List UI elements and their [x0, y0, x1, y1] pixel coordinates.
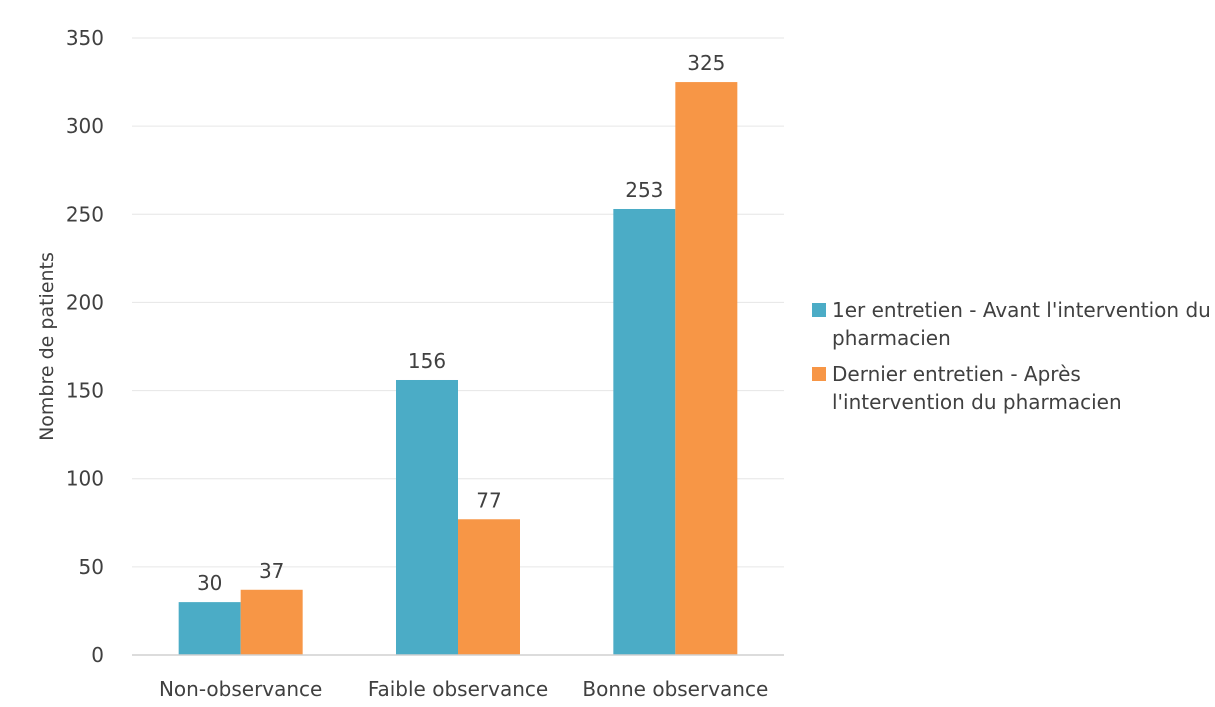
legend-label: Dernier entretien - Après l'intervention…	[832, 362, 1122, 414]
y-axis-ticks: 0 50 100 150 200 250 300 350	[66, 26, 104, 667]
bar-2-bonne-observance	[675, 82, 738, 656]
data-label: 30	[197, 571, 222, 595]
data-label: 253	[625, 178, 663, 202]
bar-1-faible-observance	[396, 379, 458, 655]
y-axis-title: Nombre de patients	[36, 252, 58, 441]
data-label: 156	[408, 349, 446, 373]
y-tick-label: 200	[66, 290, 104, 314]
x-axis-categories: Non-observance Faible observance Bonne obs…	[159, 677, 768, 701]
y-tick-label: 350	[66, 26, 104, 50]
y-tick-label: 250	[66, 202, 104, 226]
x-category-label: Bonne observance	[582, 677, 768, 701]
data-label: 325	[687, 51, 725, 75]
legend-item-series-1: 1er entretien - Avant l'intervention du …	[812, 296, 1212, 352]
y-tick-label: 300	[66, 114, 104, 138]
legend: 1er entretien - Avant l'intervention du …	[812, 296, 1212, 424]
data-label: 37	[259, 559, 284, 583]
x-category-label: Faible observance	[368, 677, 548, 701]
legend-label: 1er entretien - Avant l'intervention du …	[832, 298, 1211, 350]
data-labels: 30 37 156 77 253 325	[197, 51, 725, 595]
bar-2-faible-observance	[458, 519, 520, 655]
bar-1-bonne-observance	[613, 208, 676, 656]
bar-1-non-observance	[178, 602, 241, 655]
bar-2-non-observance	[240, 589, 303, 655]
legend-swatch	[812, 367, 826, 381]
y-tick-label: 150	[66, 379, 104, 403]
y-tick-label: 100	[66, 467, 104, 491]
bars	[178, 82, 738, 656]
y-tick-label: 0	[91, 643, 104, 667]
data-label: 77	[476, 488, 501, 512]
x-category-label: Non-observance	[159, 677, 322, 701]
y-tick-label: 50	[79, 555, 104, 579]
legend-item-series-2: Dernier entretien - Après l'intervention…	[812, 360, 1212, 416]
legend-swatch	[812, 303, 826, 317]
